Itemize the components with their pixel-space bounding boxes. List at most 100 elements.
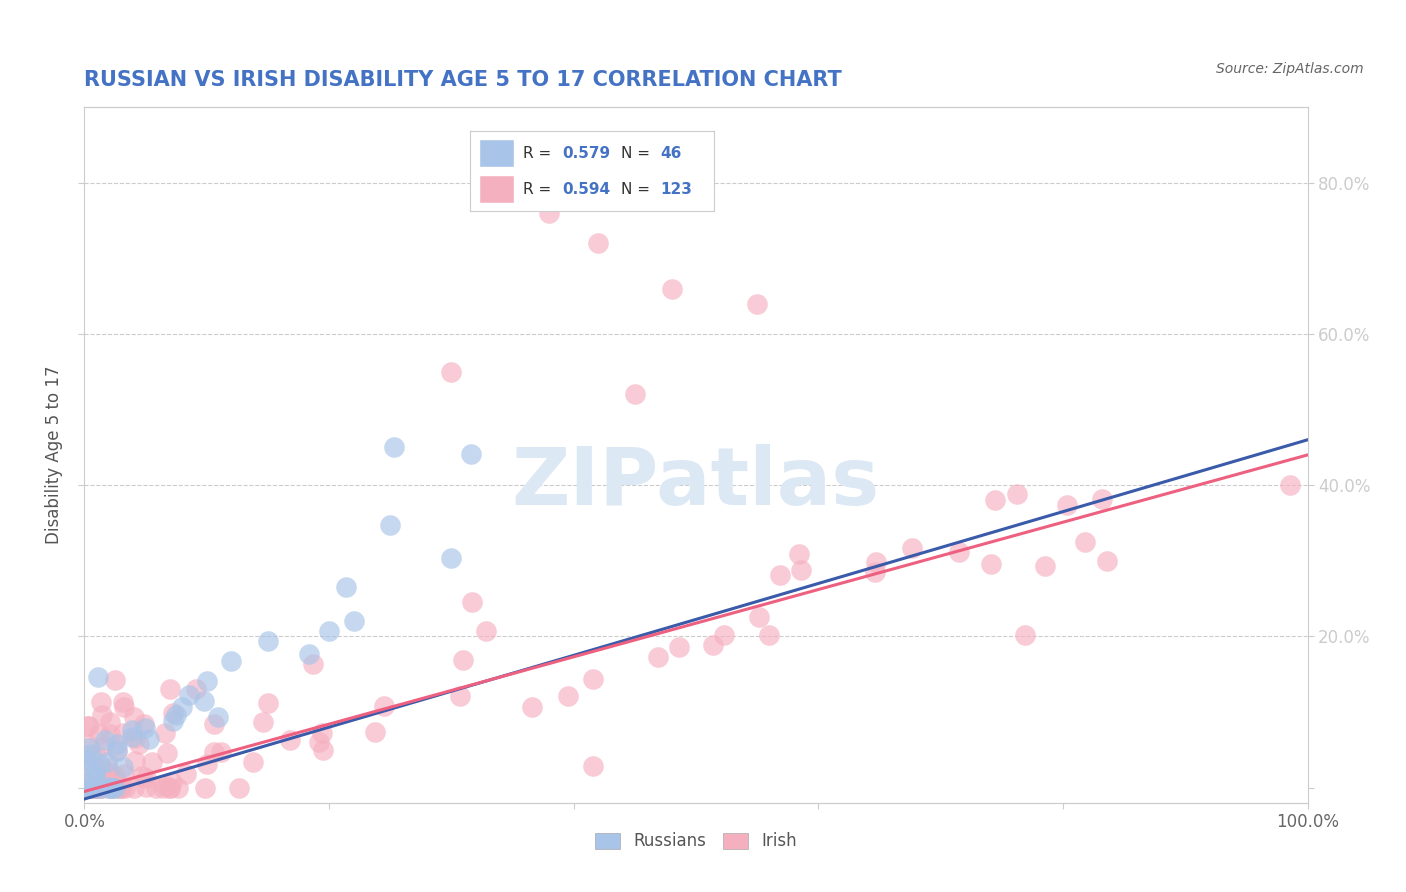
Point (461, 595, 484, 609)
Point (172, 699, 194, 714)
Point (76, 776, 98, 790)
Point (451, 653, 474, 667)
Point (77, 780, 100, 795)
Point (76, 780, 98, 795)
Point (242, 755, 264, 769)
Point (790, 563, 813, 577)
Point (105, 737, 128, 751)
Point (105, 772, 128, 787)
Point (155, 779, 177, 793)
Point (86, 775, 108, 789)
Point (121, 723, 143, 737)
Point (162, 775, 184, 789)
Text: RUSSIAN VS IRISH DISABILITY AGE 5 TO 17 CORRELATION CHART: RUSSIAN VS IRISH DISABILITY AGE 5 TO 17 … (84, 70, 842, 90)
Point (194, 780, 217, 795)
Point (582, 759, 605, 773)
Point (128, 738, 150, 752)
Point (165, 707, 187, 722)
Point (124, 754, 146, 768)
Point (789, 547, 811, 561)
Point (100, 780, 122, 795)
Point (159, 780, 181, 795)
Point (90, 780, 112, 795)
Point (104, 673, 127, 687)
Point (195, 673, 218, 688)
Point (90, 695, 112, 709)
Point (111, 695, 134, 709)
Point (87, 726, 110, 740)
Point (647, 649, 669, 664)
Point (1014, 628, 1036, 642)
Point (80, 780, 103, 795)
Point (76, 780, 98, 795)
Point (153, 726, 176, 740)
Point (312, 743, 335, 757)
Point (79, 738, 101, 752)
Point (298, 648, 321, 662)
Point (84, 780, 107, 795)
Point (89, 756, 111, 771)
Point (256, 696, 278, 710)
Point (105, 743, 128, 757)
Point (252, 714, 274, 729)
Point (86, 780, 108, 795)
Point (110, 780, 132, 795)
Point (582, 673, 605, 687)
Point (343, 614, 366, 628)
Point (1056, 498, 1078, 512)
Point (110, 780, 132, 795)
Point (76, 780, 98, 795)
Point (538, 206, 561, 220)
Point (219, 653, 242, 667)
Point (865, 556, 887, 570)
Point (97, 780, 120, 795)
Point (114, 780, 136, 795)
Point (98, 727, 121, 741)
Point (76, 759, 98, 773)
Point (87, 670, 110, 684)
Point (82, 780, 104, 795)
Point (80, 747, 103, 761)
Point (84, 780, 107, 795)
Point (141, 755, 163, 769)
Point (76, 780, 98, 795)
Point (82, 780, 104, 795)
Point (460, 447, 482, 461)
Point (948, 544, 970, 558)
Point (335, 580, 357, 594)
Point (77, 780, 100, 795)
Point (440, 365, 463, 379)
Point (1279, 478, 1302, 492)
Point (107, 780, 129, 795)
Point (84, 765, 107, 780)
Point (980, 557, 1002, 571)
Point (96, 756, 118, 770)
Point (713, 628, 735, 642)
Point (98, 780, 121, 795)
Point (98, 714, 121, 729)
Point (557, 689, 579, 703)
Point (748, 610, 770, 624)
Point (135, 771, 157, 785)
Point (76, 780, 98, 795)
Point (209, 745, 232, 759)
Point (134, 717, 156, 731)
Point (84, 780, 107, 795)
Point (747, 296, 769, 310)
Point (77, 719, 100, 733)
Point (77, 780, 100, 795)
Point (1074, 535, 1097, 549)
Point (77, 741, 100, 756)
Point (186, 682, 208, 697)
Point (79, 780, 101, 795)
Y-axis label: Disability Age 5 to 17: Disability Age 5 to 17 (45, 366, 63, 544)
Point (702, 638, 724, 652)
Point (152, 780, 174, 795)
Text: ZIPatlas: ZIPatlas (512, 443, 880, 522)
Point (105, 743, 128, 757)
Point (364, 725, 387, 739)
Point (124, 780, 146, 795)
Point (76, 757, 98, 772)
Point (82, 780, 104, 795)
Point (380, 518, 402, 533)
